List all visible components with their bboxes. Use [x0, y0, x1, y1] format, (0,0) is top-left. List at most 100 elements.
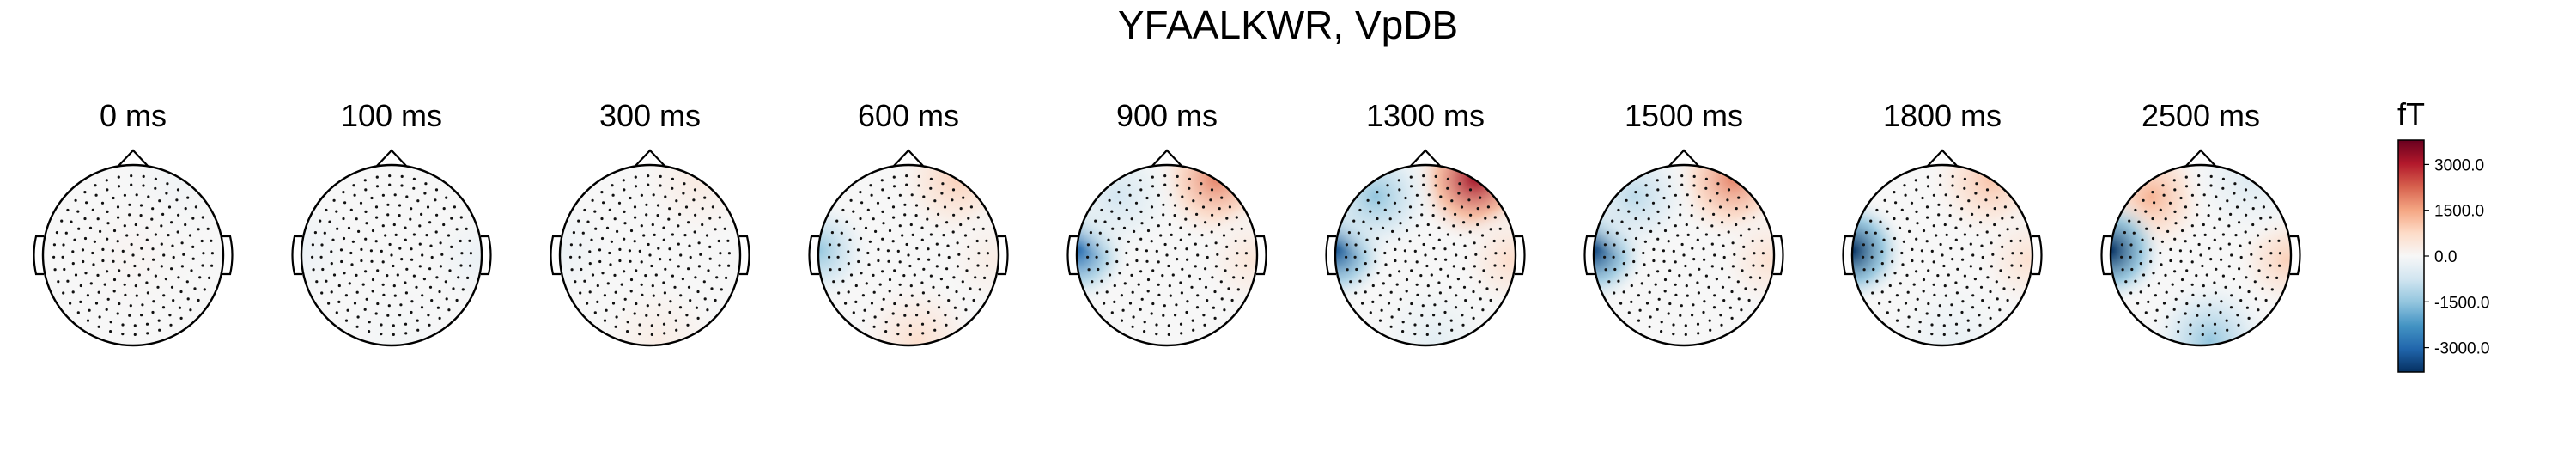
- sensor-dot: [1155, 249, 1158, 253]
- sensor-dot: [1698, 195, 1701, 198]
- head-outline: [300, 163, 483, 347]
- sensor-dot: [1668, 175, 1671, 179]
- sensor-dot: [878, 283, 882, 286]
- sensor-dot: [2233, 182, 2237, 186]
- sensor-dot: [398, 247, 402, 250]
- sensor-dot: [915, 247, 919, 250]
- sensor-dot: [1188, 233, 1191, 236]
- sensor-dot: [1151, 269, 1155, 272]
- sensor-dot: [1145, 259, 1149, 263]
- sensor-dot: [442, 207, 446, 211]
- sensor-dot: [112, 278, 117, 282]
- sensor-dot: [635, 269, 638, 272]
- sensor-dot: [852, 210, 855, 213]
- sensor-dot: [178, 306, 181, 309]
- sensor-dot: [1157, 193, 1160, 197]
- sensor-dot: [2208, 247, 2211, 250]
- sensor-dot: [116, 312, 119, 315]
- sensor-dot: [985, 239, 988, 242]
- sensor-dot: [638, 323, 641, 327]
- sensor-dot: [191, 257, 195, 260]
- sensor-dot: [133, 264, 137, 268]
- sensor-dot: [629, 259, 632, 263]
- sensor-dot: [677, 224, 680, 228]
- field-blob-bottom: [2142, 273, 2278, 345]
- sensor-dot: [981, 227, 985, 230]
- sensor-dot: [1871, 291, 1874, 295]
- sensor-dot: [1113, 300, 1116, 303]
- colorbar-tick-label: -1500.0: [2434, 294, 2489, 312]
- sensor-dot: [404, 322, 408, 326]
- sensor-dot: [1696, 238, 1699, 241]
- sensor-dot: [1432, 247, 1436, 250]
- sensor-dot: [1634, 191, 1637, 194]
- sensor-dot: [360, 259, 363, 263]
- sensor-dot: [2006, 228, 2009, 231]
- nose-outline: [1410, 149, 1441, 167]
- sensor-dot: [861, 319, 866, 322]
- sensor-dot: [343, 272, 346, 275]
- sensor-dot: [647, 242, 650, 247]
- sensor-dot: [147, 267, 150, 271]
- sensor-dot: [145, 238, 149, 241]
- sensor-dot: [1128, 302, 1133, 305]
- sensor-dot: [1719, 314, 1722, 317]
- sensor-dot: [1971, 253, 1975, 257]
- sensor-dot: [1667, 312, 1670, 315]
- sensor-dot: [453, 205, 457, 209]
- sensor-dot: [577, 219, 580, 223]
- sensor-dot: [118, 269, 121, 272]
- sensor-dot: [1733, 253, 1736, 256]
- sensor-dot: [616, 229, 619, 233]
- sensor-dot: [1397, 308, 1400, 311]
- sensor-dot: [1753, 288, 1757, 291]
- sensor-dot: [674, 319, 677, 322]
- sensor-dot: [429, 244, 433, 247]
- sensor-dot: [1202, 314, 1206, 317]
- sensor-dot: [2262, 205, 2265, 209]
- sensor-dot: [1656, 237, 1660, 241]
- sensor-dot: [951, 188, 956, 192]
- sensor-dot: [1457, 192, 1461, 195]
- sensor-dot: [1926, 216, 1929, 219]
- sensor-dot: [1426, 284, 1430, 288]
- topomap-label: 600 ms: [858, 98, 959, 133]
- sensor-dot: [1399, 222, 1402, 225]
- sensor-dot: [2207, 204, 2211, 207]
- sensor-dot: [706, 308, 709, 312]
- sensor-dot: [1373, 248, 1377, 252]
- sensor-dot: [381, 224, 385, 228]
- topomap-field: [1077, 165, 1257, 345]
- sensor-dot: [364, 188, 368, 192]
- sensor-dot: [106, 188, 109, 192]
- sensor-dot: [952, 213, 956, 217]
- sensor-dot: [420, 306, 424, 309]
- sensor-dot: [1139, 308, 1142, 311]
- sensor-dot: [1999, 269, 2002, 272]
- sensor-dot: [908, 264, 912, 268]
- sensor-dot: [1625, 273, 1629, 277]
- sensor-dot: [1198, 278, 1201, 281]
- sensor-dot: [2179, 259, 2183, 263]
- sensor-dot: [1378, 319, 1382, 322]
- right-ear-outline: [222, 235, 234, 276]
- sensor-dot: [2173, 210, 2177, 213]
- sensor-dot: [652, 193, 655, 197]
- sensor-markers: [1603, 174, 1765, 336]
- sensor-dot: [1740, 308, 1743, 312]
- sensor-dot: [1915, 237, 1918, 241]
- sensor-dot: [190, 269, 193, 272]
- sensor-dot: [1437, 281, 1441, 284]
- sensor-dot: [1133, 229, 1136, 233]
- sensor-dot: [1932, 283, 1935, 286]
- sensor-dot: [1611, 219, 1614, 223]
- sensor-dot: [1662, 259, 1666, 263]
- sensor-dot: [332, 198, 336, 202]
- sensor-dot: [1667, 240, 1670, 243]
- sensor-dot: [956, 265, 959, 268]
- sensor-dot: [693, 188, 697, 192]
- sensor-dot: [1878, 302, 1881, 305]
- sensor-dot: [1467, 198, 1471, 202]
- sensor-dot: [657, 247, 660, 250]
- sensor-dot: [361, 283, 365, 286]
